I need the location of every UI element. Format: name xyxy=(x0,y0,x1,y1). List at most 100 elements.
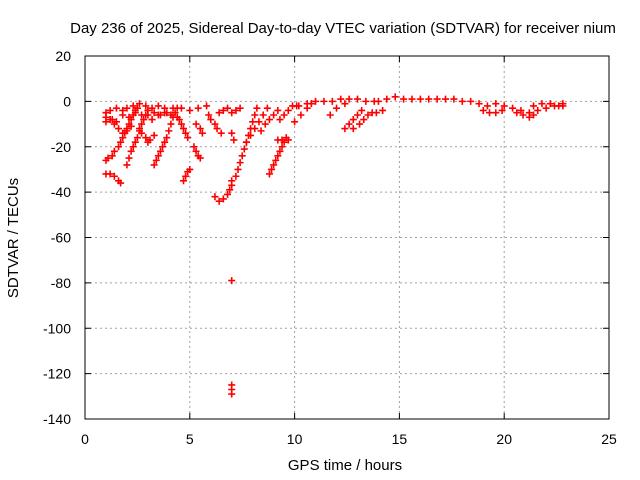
data-point xyxy=(425,95,433,103)
data-point xyxy=(374,97,382,105)
data-point xyxy=(479,106,487,114)
data-point xyxy=(251,125,259,133)
data-point xyxy=(236,104,244,112)
x-tick-label: 5 xyxy=(186,431,194,447)
data-point xyxy=(150,131,158,139)
data-point xyxy=(519,111,527,119)
data-point xyxy=(104,154,112,162)
data-point xyxy=(196,125,204,133)
data-point xyxy=(513,109,521,117)
data-point xyxy=(108,152,116,160)
data-point xyxy=(408,95,416,103)
data-point xyxy=(106,106,114,114)
data-point xyxy=(349,125,357,133)
data-point xyxy=(192,147,200,155)
data-point xyxy=(150,109,158,117)
data-point xyxy=(224,190,232,198)
data-point xyxy=(186,165,194,173)
data-point xyxy=(117,179,125,187)
data-point xyxy=(148,116,156,124)
data-point xyxy=(171,109,179,117)
y-tick-label: -60 xyxy=(51,230,71,246)
data-point xyxy=(150,161,158,169)
data-point xyxy=(215,197,223,205)
y-tick-label: -120 xyxy=(43,366,71,382)
x-tick-label: 20 xyxy=(496,431,512,447)
data-point xyxy=(284,136,292,144)
data-point xyxy=(303,104,311,112)
data-point xyxy=(230,136,238,144)
data-point xyxy=(190,143,198,151)
data-point xyxy=(276,147,284,155)
data-point xyxy=(255,118,263,126)
data-point xyxy=(217,129,225,137)
data-point xyxy=(240,145,248,153)
data-point xyxy=(135,100,143,108)
data-point xyxy=(297,111,305,119)
grid xyxy=(85,56,609,419)
data-point xyxy=(483,102,491,110)
data-point xyxy=(142,102,150,110)
data-point xyxy=(133,104,141,112)
data-point xyxy=(186,106,194,114)
data-point xyxy=(205,111,213,119)
data-point xyxy=(270,161,278,169)
data-point xyxy=(127,147,135,155)
data-point xyxy=(138,120,146,128)
y-tick-label: 20 xyxy=(55,48,71,64)
data-point xyxy=(416,95,424,103)
data-point xyxy=(135,125,143,133)
y-axis-title: SDTVAR / TECUs xyxy=(5,178,22,298)
data-point xyxy=(358,106,366,114)
y-tick-label: -140 xyxy=(43,411,71,427)
axis-ticks: 0 5 10 15 20 25 20 0 -20 -40 -60 -80 -100 -120 -140 xyxy=(43,48,617,447)
data-points xyxy=(102,93,567,398)
data-point xyxy=(192,120,200,128)
data-point xyxy=(161,138,169,146)
data-point xyxy=(450,95,458,103)
data-point xyxy=(433,95,441,103)
data-point xyxy=(117,138,125,146)
data-point xyxy=(320,97,328,105)
data-point xyxy=(356,120,364,128)
data-point xyxy=(295,102,303,110)
data-point xyxy=(148,104,156,112)
data-point xyxy=(182,172,190,180)
data-point xyxy=(115,143,123,151)
data-point xyxy=(173,104,181,112)
y-tick-label: -40 xyxy=(51,184,71,200)
data-point xyxy=(542,104,550,112)
data-point xyxy=(146,136,154,144)
data-point xyxy=(152,156,160,164)
data-point xyxy=(559,100,567,108)
data-point xyxy=(177,120,185,128)
chart-title: Day 236 of 2025, Sidereal Day-to-day VTE… xyxy=(70,20,616,37)
data-point xyxy=(228,277,236,285)
data-point xyxy=(110,172,118,180)
data-point xyxy=(106,170,114,178)
data-point xyxy=(112,104,120,112)
data-point xyxy=(475,100,483,108)
plot-frame xyxy=(84,55,610,420)
data-point xyxy=(326,111,334,119)
data-point xyxy=(140,116,148,124)
data-point xyxy=(253,104,261,112)
data-point xyxy=(257,127,265,135)
data-point xyxy=(362,97,370,105)
data-point xyxy=(268,165,276,173)
data-point xyxy=(131,138,139,146)
x-tick-label: 25 xyxy=(601,431,617,447)
data-point xyxy=(219,195,227,203)
data-point xyxy=(345,120,353,128)
data-point xyxy=(232,172,240,180)
y-tick-label: -100 xyxy=(43,320,71,336)
data-point xyxy=(236,159,244,167)
data-point xyxy=(530,111,538,119)
data-point xyxy=(284,106,292,114)
data-point xyxy=(123,104,131,112)
data-point xyxy=(110,147,118,155)
data-point xyxy=(353,111,361,119)
data-point xyxy=(337,95,345,103)
data-point xyxy=(232,106,240,114)
data-point xyxy=(194,104,202,112)
